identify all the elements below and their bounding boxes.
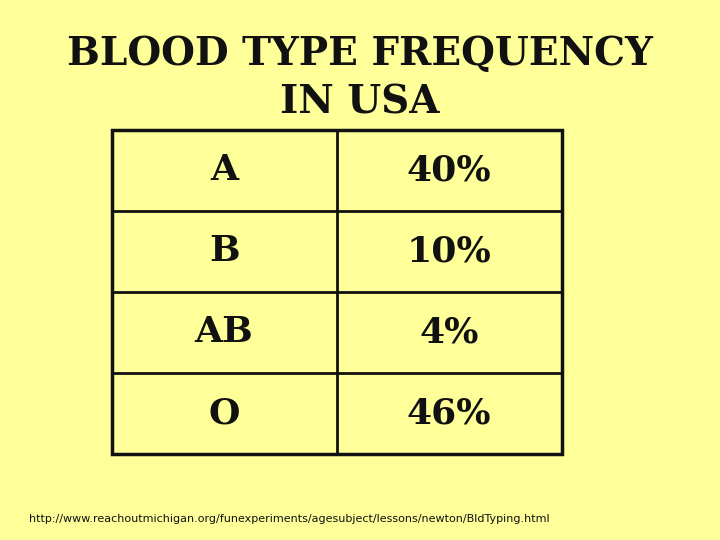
Text: AB: AB: [194, 315, 253, 349]
Text: A: A: [210, 153, 238, 187]
Text: IN USA: IN USA: [280, 84, 440, 122]
Text: 40%: 40%: [407, 153, 492, 187]
Text: http://www.reachoutmichigan.org/funexperiments/agesubject/lessons/newton/BldTypi: http://www.reachoutmichigan.org/funexper…: [29, 514, 549, 524]
Text: 10%: 10%: [407, 234, 492, 268]
Text: O: O: [208, 396, 240, 430]
Text: B: B: [209, 234, 240, 268]
Text: 46%: 46%: [407, 396, 491, 430]
Bar: [112, 130, 562, 454]
Text: BLOOD TYPE FREQUENCY: BLOOD TYPE FREQUENCY: [67, 35, 653, 73]
Text: 4%: 4%: [420, 315, 479, 349]
